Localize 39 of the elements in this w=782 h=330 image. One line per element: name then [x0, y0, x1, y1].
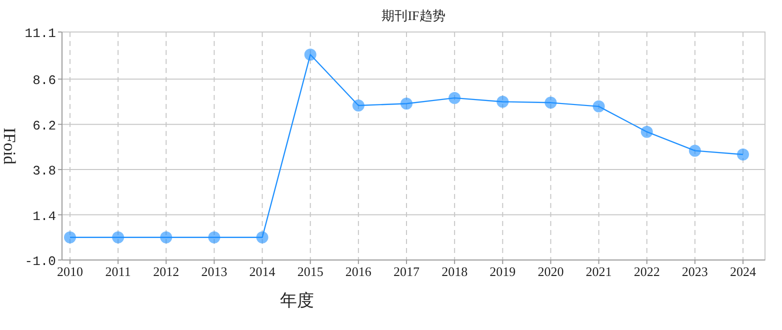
point	[64, 231, 76, 244]
x-tick-label: 2014	[249, 264, 276, 279]
x-tick-label: 2013	[201, 264, 228, 279]
x-tick-label: 2020	[538, 264, 564, 279]
point	[208, 231, 220, 244]
y-axis-title: IFoid	[0, 128, 19, 165]
point	[400, 98, 412, 110]
point	[688, 144, 701, 157]
x-tick-label: 2024	[730, 264, 756, 279]
y-tick-label: 6.2	[32, 118, 56, 134]
point	[737, 148, 749, 160]
x-tick-label: 2010	[57, 264, 83, 279]
x-tick-label: 2011	[105, 264, 131, 279]
x-tick-label: 2021	[586, 264, 612, 279]
chart-title: 期刊IF趋势	[382, 8, 446, 23]
x-tick-label: 2019	[490, 264, 516, 279]
point	[640, 126, 653, 138]
x-axis-title: 年度	[280, 291, 314, 310]
point	[544, 96, 557, 109]
x-tick-label: 2022	[634, 264, 660, 279]
point	[304, 48, 316, 61]
point	[448, 92, 461, 104]
y-tick-label: 3.8	[32, 164, 56, 179]
x-tick-label: 2023	[682, 264, 708, 279]
point	[496, 96, 509, 108]
y-tick-label: 1.4	[32, 208, 56, 224]
x-tick-label: 2012	[153, 264, 180, 279]
point	[112, 231, 124, 244]
x-tick-label: 2017	[394, 264, 420, 279]
point	[352, 99, 364, 112]
x-tick-label: 2018	[442, 264, 468, 279]
y-tick-label: 11.1	[24, 26, 56, 41]
x-tick-label: 2015	[297, 264, 324, 279]
point	[256, 231, 268, 244]
point	[592, 100, 605, 112]
point	[160, 231, 172, 244]
y-tick-label: 8.6	[32, 73, 56, 88]
y-tick-label: -1.0	[24, 254, 56, 269]
x-tick-label: 2016	[345, 264, 372, 279]
